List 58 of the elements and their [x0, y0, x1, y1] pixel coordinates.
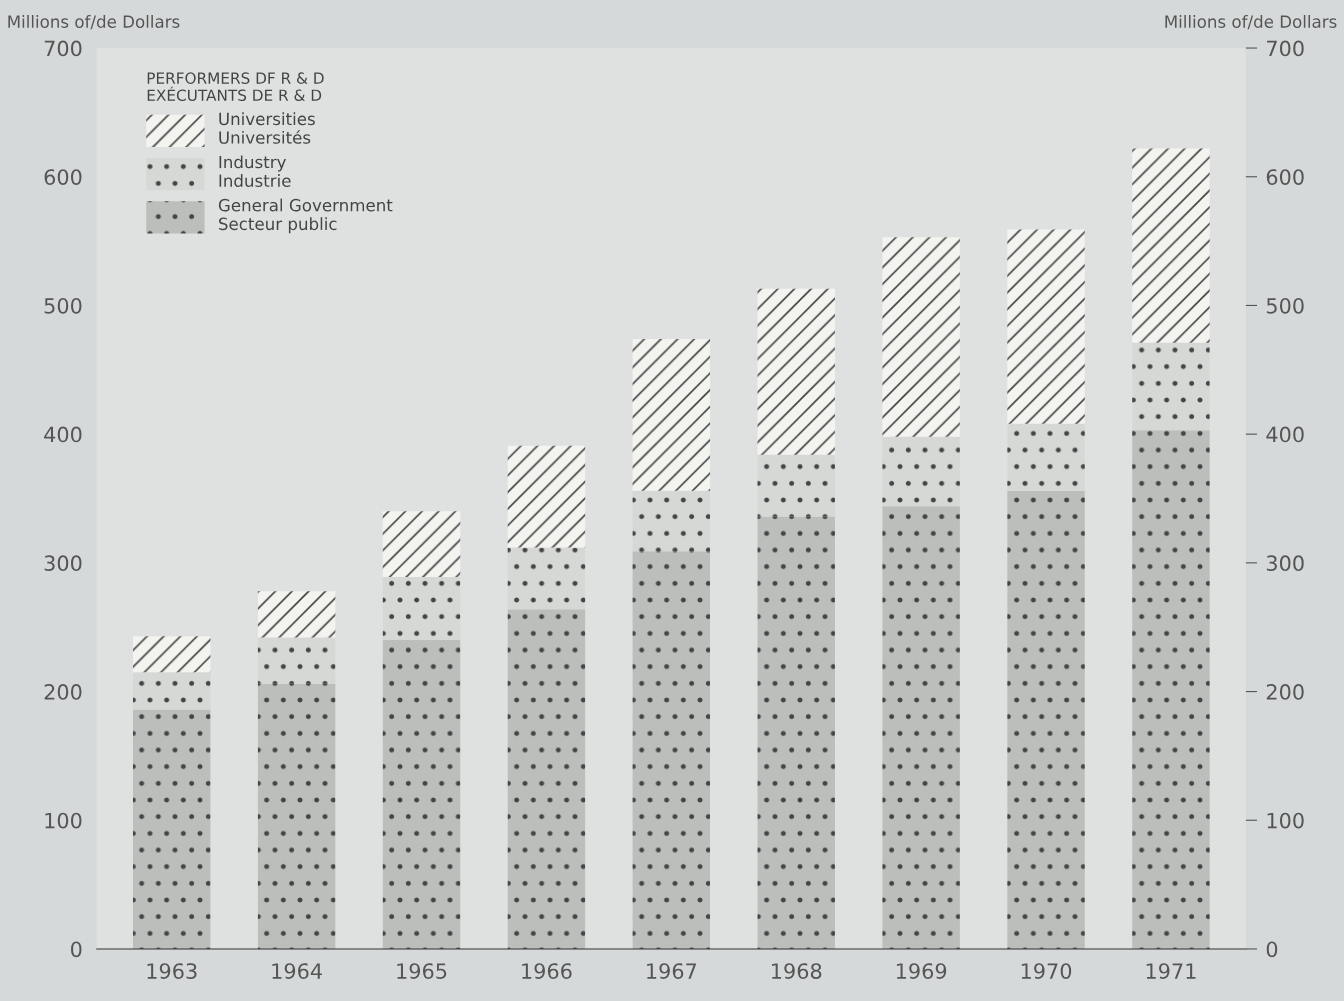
x-tick-label: 1963: [147, 963, 197, 979]
bar: [632, 551, 711, 949]
legend-title: PERFORMERS DF R & D EXÉCUTANTS DE R & D: [147, 72, 324, 101]
y-axis-title: Millions of/de Dollars: [8, 15, 180, 30]
bar: [632, 338, 711, 491]
y2-tick-label: 300: [1266, 555, 1304, 572]
x-tick-label: 1964: [272, 963, 322, 979]
y-tick-label: 500: [44, 297, 82, 314]
y-tick-label: 100: [45, 812, 82, 829]
x-tick-label: 1966: [522, 963, 572, 979]
x-tick-label: 1968: [772, 963, 822, 979]
x-tick-label: 1971: [1146, 963, 1196, 979]
y2-tick-label: 200: [1266, 684, 1304, 700]
bar: [882, 506, 960, 949]
bar: [507, 609, 586, 949]
bar: [382, 511, 461, 578]
bar: [257, 591, 336, 638]
y-tick-label: 200: [44, 684, 82, 700]
x-tick-label: 1965: [397, 963, 447, 979]
bar: [1007, 490, 1085, 949]
y-tick-label: 0: [71, 941, 82, 958]
bar: [257, 683, 336, 949]
bar: [882, 436, 960, 507]
bar: [507, 547, 586, 610]
bar: [757, 454, 835, 517]
bar: [132, 636, 211, 673]
bar: [1132, 342, 1210, 431]
y2-tick-label: 400: [1266, 426, 1304, 443]
x-tick-label: 1969: [896, 963, 947, 979]
bar: [882, 237, 960, 437]
y2-tick-label: 600: [1266, 169, 1304, 185]
bar: [757, 516, 835, 949]
bar: [382, 577, 461, 641]
bar: [1132, 430, 1210, 949]
y2-axis-title: Millions of/de Dollars: [1165, 15, 1337, 30]
y-tick-label: 600: [44, 169, 82, 185]
bar: [132, 672, 211, 710]
bar: [382, 640, 461, 949]
bar: [257, 637, 336, 684]
y-tick-label: 400: [44, 426, 82, 443]
x-tick-label: 1967: [647, 963, 697, 979]
bar: [1132, 148, 1210, 343]
y2-tick-label: 500: [1266, 297, 1304, 314]
bar: [1007, 229, 1085, 424]
legend-label: General Government Secteur public: [218, 198, 393, 234]
bar: [132, 709, 211, 949]
y2-tick-label: 0: [1266, 941, 1278, 958]
y2-tick-label: 700: [1267, 40, 1304, 57]
bar: [1007, 423, 1085, 491]
bar: [632, 490, 711, 552]
legend-label: Universities Universités: [219, 112, 315, 144]
y-tick-label: 300: [44, 555, 82, 572]
y-tick-label: 700: [44, 40, 82, 57]
y2-tick-label: 100: [1267, 812, 1304, 829]
legend-label: Industry Industrie: [219, 155, 291, 187]
bar: [757, 288, 835, 455]
x-tick-label: 1970: [1021, 963, 1072, 979]
bar: [507, 445, 586, 548]
